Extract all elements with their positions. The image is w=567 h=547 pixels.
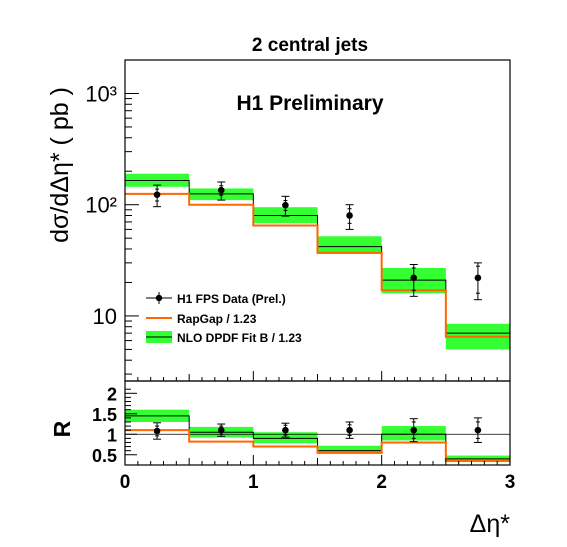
ratio-data-marker-1 — [153, 427, 161, 435]
ratio-data-marker-2 — [217, 426, 225, 434]
rapgap-line — [125, 192, 510, 338]
x-axis-label: Δη* — [470, 510, 511, 538]
ratio-data-marker-4 — [346, 426, 353, 434]
ratio-rapgap-line — [125, 429, 510, 462]
main-x-ticks — [124, 371, 511, 381]
data-marker-2 — [217, 186, 225, 194]
legend-nlo-label: NLO DPDF Fit B / 1.23 — [177, 331, 302, 345]
data-point-1 — [153, 184, 162, 208]
x-tick-label-1: 0 — [120, 472, 131, 493]
legend: H1 FPS Data (Prel.) RapGap / 1.23 NLO DP… — [146, 292, 302, 345]
data-marker-6 — [474, 274, 482, 282]
data-point-6 — [473, 262, 482, 301]
ratio-y-ticks: 0.511.52 — [92, 384, 137, 466]
data-points — [153, 181, 482, 301]
h1-preliminary-label: H1 Preliminary — [236, 92, 383, 115]
ratio-data-point-2 — [217, 423, 226, 437]
main-y-axis-label: dσ/dΔη* ( pb ) — [46, 87, 74, 243]
main-panel: 10 10² 10³ H1 Preliminary dσ/dΔη* ( pb ) H… — [46, 59, 511, 382]
ratio-y-tick-label-1: 0.5 — [92, 446, 117, 466]
ratio-data-point-3 — [281, 422, 290, 438]
y-tick-label-3: 10³ — [85, 81, 117, 106]
legend-entry-rapgap: RapGap / 1.23 — [146, 312, 257, 326]
data-marker-1 — [153, 191, 161, 199]
data-marker-3 — [282, 201, 289, 209]
ratio-rapgap-step-line — [125, 429, 510, 462]
data-marker-5 — [410, 274, 418, 282]
ratio-nlo-band-bin-3 — [253, 432, 318, 444]
ratio-data-marker-3 — [282, 426, 289, 434]
legend-data-label: H1 FPS Data (Prel.) — [177, 292, 286, 306]
data-point-5 — [409, 264, 418, 297]
ratio-data-point-1 — [153, 422, 162, 440]
x-tick-label-4: 3 — [505, 472, 516, 493]
ratio-data-point-5 — [409, 418, 418, 443]
ratio-data-marker-5 — [410, 426, 418, 434]
rapgap-step-line — [125, 192, 510, 338]
ratio-y-tick-label-2: 1 — [107, 425, 117, 445]
y-tick-label-2: 10² — [85, 193, 117, 218]
legend-entry-data: H1 FPS Data (Prel.) — [146, 292, 286, 306]
ratio-nlo-band-bin-4 — [317, 445, 382, 454]
x-tick-label-2: 1 — [248, 472, 259, 493]
ratio-x-ticks: 0 1 2 3 — [120, 455, 516, 493]
ratio-y-tick-label-3: 1.5 — [92, 405, 117, 425]
chart-title: 2 central jets — [252, 35, 368, 56]
main-y-ticks: 10 10² 10³ — [85, 59, 139, 375]
y-tick-label-1: 10 — [93, 304, 117, 329]
nlo-band-bin-4 — [317, 236, 382, 255]
legend-entry-nlo: NLO DPDF Fit B / 1.23 — [146, 331, 302, 345]
legend-rapgap-label: RapGap / 1.23 — [177, 312, 257, 326]
ratio-y-axis-label: R — [49, 420, 75, 437]
data-point-3 — [281, 195, 290, 217]
ratio-data-points — [153, 417, 482, 443]
data-marker-4 — [346, 212, 353, 219]
x-tick-label-3: 2 — [376, 472, 387, 493]
data-point-4 — [345, 204, 354, 230]
ratio-data-point-6 — [473, 417, 482, 443]
ratio-y-tick-label-4: 2 — [107, 384, 117, 404]
data-point-2 — [217, 181, 226, 201]
ratio-data-point-4 — [345, 421, 354, 439]
ratio-data-marker-6 — [474, 426, 482, 434]
